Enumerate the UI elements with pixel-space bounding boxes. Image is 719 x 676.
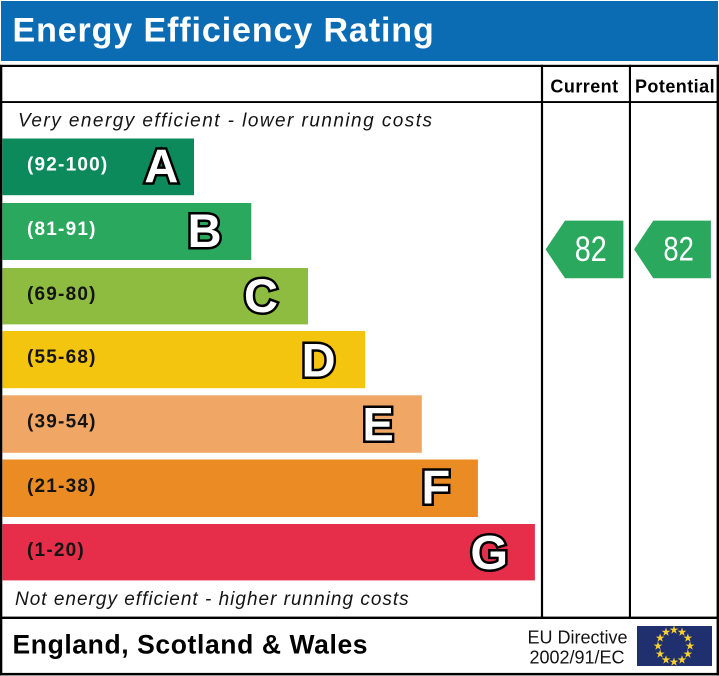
svg-text:Potential: Potential bbox=[635, 77, 715, 97]
svg-text:A: A bbox=[144, 140, 178, 193]
svg-text:(81-91): (81-91) bbox=[27, 219, 97, 240]
svg-text:C: C bbox=[244, 269, 278, 322]
svg-text:(21-38): (21-38) bbox=[27, 476, 97, 497]
svg-text:England, Scotland & Wales: England, Scotland & Wales bbox=[13, 629, 369, 659]
svg-text:(55-68): (55-68) bbox=[27, 347, 97, 368]
svg-text:B: B bbox=[188, 204, 222, 257]
svg-text:G: G bbox=[470, 526, 508, 580]
svg-text:Not energy efficient - higher: Not energy efficient - higher running co… bbox=[15, 589, 410, 610]
svg-text:82: 82 bbox=[663, 231, 694, 269]
svg-text:EU Directive: EU Directive bbox=[527, 628, 627, 648]
svg-text:82: 82 bbox=[575, 230, 607, 269]
svg-text:2002/91/EC: 2002/91/EC bbox=[529, 647, 624, 667]
svg-text:F: F bbox=[422, 461, 451, 514]
svg-text:Energy Efficiency Rating: Energy Efficiency Rating bbox=[13, 12, 435, 50]
svg-text:(1-20): (1-20) bbox=[27, 540, 85, 561]
svg-text:(39-54): (39-54) bbox=[27, 412, 97, 433]
svg-text:E: E bbox=[362, 397, 393, 450]
svg-text:D: D bbox=[302, 334, 336, 387]
svg-text:(69-80): (69-80) bbox=[27, 284, 97, 305]
svg-text:(92-100): (92-100) bbox=[27, 154, 108, 175]
svg-text:Current: Current bbox=[550, 77, 618, 97]
svg-text:Very energy efficient - lower: Very energy efficient - lower running co… bbox=[18, 110, 433, 131]
